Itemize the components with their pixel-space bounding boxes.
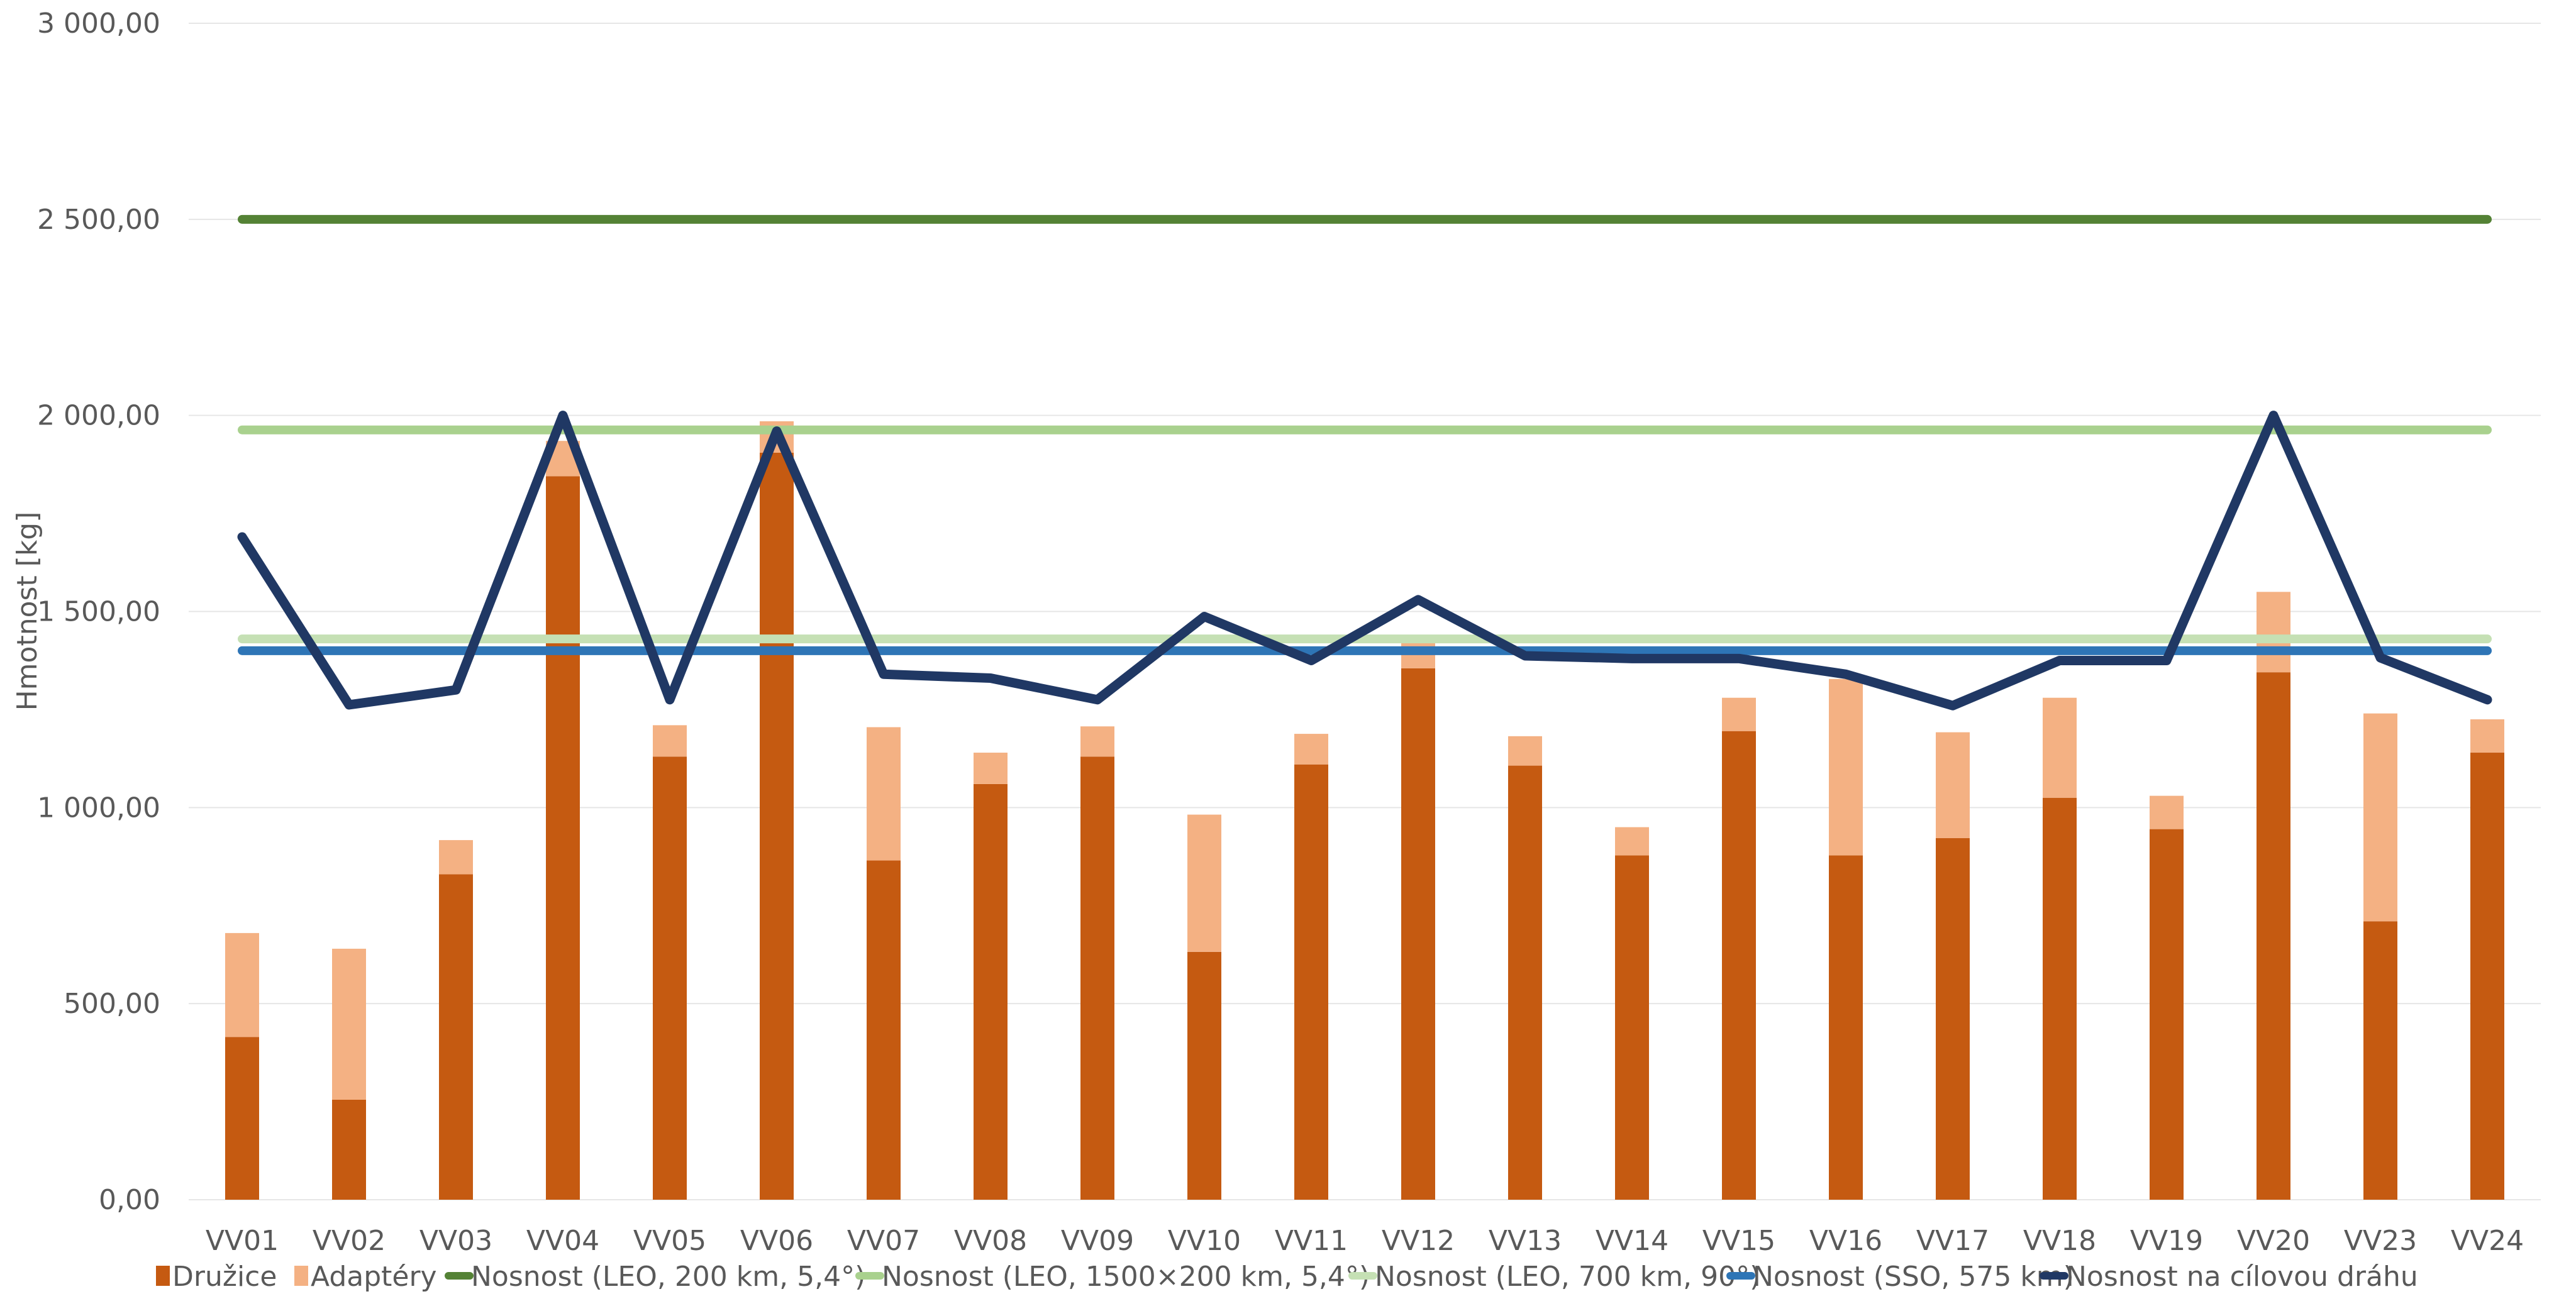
x-tick-label: VV07 — [847, 1225, 920, 1257]
bar-adapt-ry-vv11 — [1294, 734, 1328, 765]
bar-adapt-ry-vv09 — [1080, 726, 1114, 757]
bar-dru-ice-vv14 — [1615, 855, 1649, 1200]
bar-adapt-ry-vv15 — [1722, 697, 1756, 731]
bar-adapt-ry-vv19 — [2150, 795, 2184, 829]
x-tick-label: VV23 — [2344, 1225, 2417, 1257]
y-axis-ticks: 0,00 500,00 1 000,00 1 500,00 2 000,00 2 500,… — [37, 8, 160, 1216]
bar-dru-ice-vv05 — [653, 756, 687, 1200]
bar-dru-ice-vv16 — [1829, 855, 1863, 1200]
bar-adapt-ry-vv05 — [653, 725, 687, 757]
y-tick-label: 3 000,00 — [37, 8, 160, 40]
bar-dru-ice-vv17 — [1936, 838, 1970, 1200]
x-tick-label: VV15 — [1702, 1225, 1775, 1257]
bar-dru-ice-vv15 — [1722, 731, 1756, 1200]
bar-adapt-ry-vv02 — [332, 948, 366, 1100]
bar-dru-ice-vv18 — [2043, 797, 2077, 1200]
lines — [237, 214, 2492, 711]
y-tick-label: 1 000,00 — [37, 792, 160, 824]
bar-adapt-ry-vv20 — [2257, 592, 2290, 673]
legend-label: Adaptéry — [311, 1261, 437, 1293]
bar-adapt-ry-vv03 — [439, 840, 473, 875]
bar-adapt-ry-vv07 — [867, 727, 901, 861]
x-tick-label: VV01 — [206, 1225, 279, 1257]
x-tick-label: VV20 — [2237, 1225, 2310, 1257]
bar-adapt-ry-vv08 — [974, 753, 1008, 784]
legend-label: Nosnost (LEO, 200 km, 5,4°) — [471, 1261, 865, 1293]
bar-adapt-ry-vv13 — [1508, 736, 1542, 766]
x-tick-label: VV08 — [954, 1225, 1027, 1257]
bar-adapt-ry-vv01 — [225, 932, 259, 1037]
x-tick-label: VV16 — [1809, 1225, 1882, 1257]
x-tick-label: VV10 — [1168, 1225, 1241, 1257]
x-tick-label: VV18 — [2023, 1225, 2096, 1257]
bar-dru-ice-vv01 — [225, 1037, 259, 1200]
bar-dru-ice-vv20 — [2257, 672, 2290, 1200]
bar-dru-ice-vv19 — [2150, 829, 2184, 1200]
y-tick-label: 1 500,00 — [37, 596, 160, 628]
bar-dru-ice-vv02 — [332, 1099, 366, 1200]
x-tick-label: VV04 — [526, 1225, 599, 1257]
x-tick-label: VV17 — [1916, 1225, 1989, 1257]
y-axis-label: Hmotnost [kg] — [11, 512, 43, 711]
legend-label: Nosnost na cílovou dráhu — [2066, 1261, 2418, 1293]
bar-dru-ice-vv24 — [2470, 753, 2504, 1200]
bar-dru-ice-vv23 — [2363, 921, 2397, 1200]
legend-label: Nosnost (LEO, 1500×200 km, 5,4°) — [882, 1261, 1370, 1293]
x-tick-label: VV13 — [1489, 1225, 1562, 1257]
bar-dru-ice-vv04 — [546, 476, 580, 1200]
bar-adapt-ry-vv23 — [2363, 713, 2397, 922]
legend-label: Družice — [172, 1261, 277, 1293]
bar-dru-ice-vv03 — [439, 874, 473, 1200]
y-tick-label: 500,00 — [64, 988, 160, 1020]
x-tick-label: VV12 — [1382, 1225, 1455, 1257]
x-tick-label: VV03 — [419, 1225, 492, 1257]
bar-dru-ice-vv07 — [867, 860, 901, 1200]
legend-label: Nosnost (LEO, 700 km, 90°) — [1375, 1261, 1760, 1293]
y-tick-label: 2 500,00 — [37, 204, 160, 236]
bar-dru-ice-vv13 — [1508, 765, 1542, 1200]
legend-swatch — [294, 1266, 308, 1286]
x-tick-label: VV06 — [740, 1225, 813, 1257]
bar-adapt-ry-vv18 — [2043, 697, 2077, 798]
x-tick-label: VV11 — [1275, 1225, 1348, 1257]
bars — [225, 421, 2504, 1200]
x-tick-label: VV14 — [1596, 1225, 1668, 1257]
bar-adapt-ry-vv24 — [2470, 719, 2504, 753]
x-tick-label: VV05 — [633, 1225, 706, 1257]
y-tick-label: 2 000,00 — [37, 400, 160, 432]
x-axis-ticks: VV01 VV02 VV03 VV04 VV05 VV06 VV07 VV08 VV09 VV10… — [206, 1225, 2524, 1257]
bar-dru-ice-vv12 — [1401, 668, 1435, 1200]
x-tick-label: VV19 — [2130, 1225, 2203, 1257]
x-tick-label: VV09 — [1061, 1225, 1134, 1257]
x-tick-label: VV24 — [2451, 1225, 2524, 1257]
bar-dru-ice-vv11 — [1294, 764, 1328, 1200]
legend-swatch — [156, 1266, 170, 1286]
legend-label: Nosnost (SSO, 575 km) — [1753, 1261, 2074, 1293]
y-tick-label: 0,00 — [99, 1184, 160, 1216]
bar-adapt-ry-vv14 — [1615, 827, 1649, 856]
bar-dru-ice-vv06 — [760, 452, 794, 1200]
bar-dru-ice-vv09 — [1080, 756, 1114, 1200]
bar-dru-ice-vv10 — [1187, 951, 1221, 1200]
bar-adapt-ry-vv10 — [1187, 814, 1221, 952]
x-tick-label: VV02 — [313, 1225, 386, 1257]
bar-adapt-ry-vv16 — [1829, 678, 1863, 856]
legend: Družice Adaptéry Nosnost (LEO, 200 km, 5,4… — [156, 1261, 2418, 1293]
bar-adapt-ry-vv17 — [1936, 732, 1970, 838]
bar-dru-ice-vv08 — [974, 783, 1008, 1200]
line-series-5 — [237, 411, 2492, 711]
